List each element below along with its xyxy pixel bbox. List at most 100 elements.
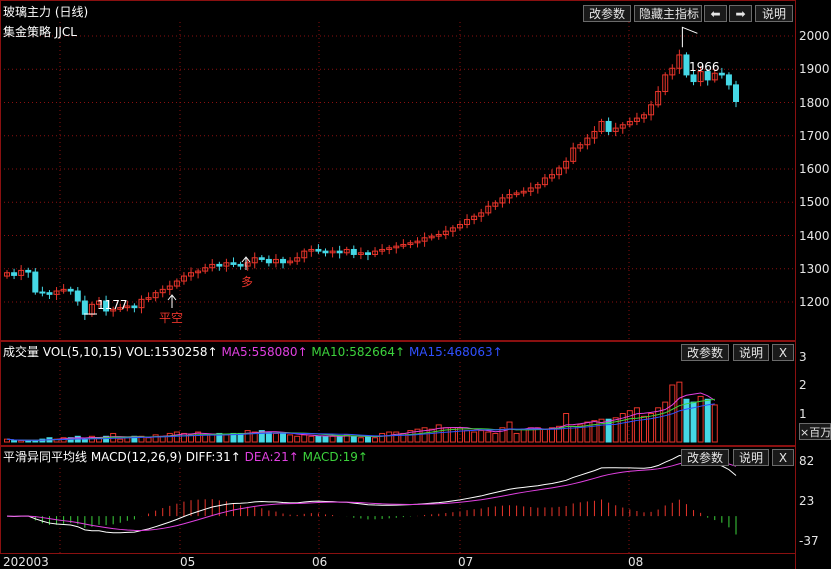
volume-bar <box>548 427 555 443</box>
prev-button[interactable]: ⬅ <box>704 5 727 22</box>
volume-axis-tick: 2 <box>799 378 807 392</box>
candle-body <box>152 292 159 299</box>
volume-bar <box>655 407 662 443</box>
volume-bar <box>428 428 435 443</box>
candle-body <box>683 54 690 76</box>
candle-body <box>400 243 407 247</box>
vol-ma5: MA5:558080↑ <box>221 345 308 359</box>
candle-body <box>442 230 449 236</box>
volume-bar <box>662 401 669 443</box>
volume-bar <box>294 435 301 443</box>
date-axis-tick: 202003 <box>3 555 49 569</box>
volume-bar <box>103 435 110 443</box>
candle-body <box>591 130 598 139</box>
volume-bar <box>492 432 499 443</box>
candle-body <box>364 252 371 255</box>
main-params-button[interactable]: 改参数 <box>583 5 631 22</box>
candle-body <box>478 212 485 217</box>
main-help-button[interactable]: 说明 <box>755 5 793 22</box>
volume-bar <box>195 431 202 443</box>
volume-bar <box>343 434 350 443</box>
dea-line <box>6 460 737 531</box>
volume-bar <box>18 440 25 443</box>
candle-body <box>173 280 180 287</box>
candle-body <box>350 248 357 255</box>
volume-bar <box>648 413 655 443</box>
volume-bar <box>173 431 180 443</box>
candle-body <box>180 275 187 282</box>
candle-body <box>60 288 67 292</box>
volume-bar <box>541 428 548 443</box>
volume-bar <box>464 430 471 443</box>
volume-bar <box>329 435 336 443</box>
candle-body <box>464 219 471 226</box>
vol-close-button[interactable]: X <box>772 344 794 361</box>
macd-axis-tick: 82 <box>799 454 815 468</box>
volume-bar <box>272 432 279 443</box>
volume-bar <box>711 404 718 443</box>
volume-bar <box>478 430 485 443</box>
candle-body <box>67 288 74 292</box>
long-arrow <box>241 256 251 270</box>
volume-bar <box>513 432 520 443</box>
candle-body <box>407 242 414 245</box>
candle-body <box>124 305 131 309</box>
price-axis-tick: 1800 <box>799 95 830 110</box>
candle-body <box>145 297 152 300</box>
candle-body <box>188 272 195 277</box>
hide-indicator-button[interactable]: 隐藏主指标 <box>634 5 702 22</box>
candle-body <box>633 117 640 122</box>
vol-params-button[interactable]: 改参数 <box>681 344 729 361</box>
volume-bar <box>520 428 527 443</box>
candle-body <box>520 190 527 194</box>
candle-body <box>619 124 626 129</box>
candle-body <box>548 174 555 179</box>
candle-body <box>301 250 308 259</box>
candle-body <box>315 248 322 252</box>
volume-bar <box>322 435 329 443</box>
candle-body <box>272 258 279 264</box>
vol-ma10: MA10:582664↑ <box>311 345 406 359</box>
volume-axis-tick: 3 <box>799 349 807 364</box>
candle-body <box>577 144 584 149</box>
candle-body <box>39 291 46 294</box>
candle-body <box>513 192 520 196</box>
candle-body <box>492 202 499 207</box>
macd-help-button[interactable]: 说明 <box>733 449 769 466</box>
macd-value: MACD:19↑ <box>302 450 368 464</box>
candle-body <box>265 258 272 264</box>
candle-body <box>485 205 492 214</box>
volume-bar <box>485 431 492 443</box>
price-axis-tick: 1300 <box>799 261 830 276</box>
volume-bar <box>301 434 308 443</box>
vol-ma15: MA15:468063↑ <box>408 345 503 359</box>
candle-body <box>393 245 400 249</box>
volume-bar <box>25 440 32 443</box>
candle-body <box>584 137 591 146</box>
diff-line <box>6 455 737 534</box>
volume-bar <box>145 437 152 443</box>
candle-body <box>258 257 265 260</box>
candle-body <box>357 252 364 255</box>
next-button[interactable]: ➡ <box>729 5 752 22</box>
candle-body <box>704 71 711 81</box>
candle-body <box>563 160 570 169</box>
volume-bar <box>372 437 379 443</box>
candle-body <box>103 300 110 312</box>
macd-params-button[interactable]: 改参数 <box>681 449 729 466</box>
price-axis-tick: 1900 <box>799 62 830 77</box>
candle-body <box>46 292 53 295</box>
main-title: 玻璃主力 (日线) <box>3 5 89 19</box>
candle-body <box>159 288 166 294</box>
candle-body <box>662 74 669 93</box>
candle-body <box>209 263 216 269</box>
candle-body <box>556 167 563 176</box>
macd-close-button[interactable]: X <box>772 449 794 466</box>
candle-body <box>626 120 633 126</box>
volume-bar <box>350 435 357 443</box>
volume-bar <box>683 398 690 443</box>
vol-help-button[interactable]: 说明 <box>733 344 769 361</box>
volume-bar <box>626 410 633 443</box>
candle-body <box>336 250 343 254</box>
